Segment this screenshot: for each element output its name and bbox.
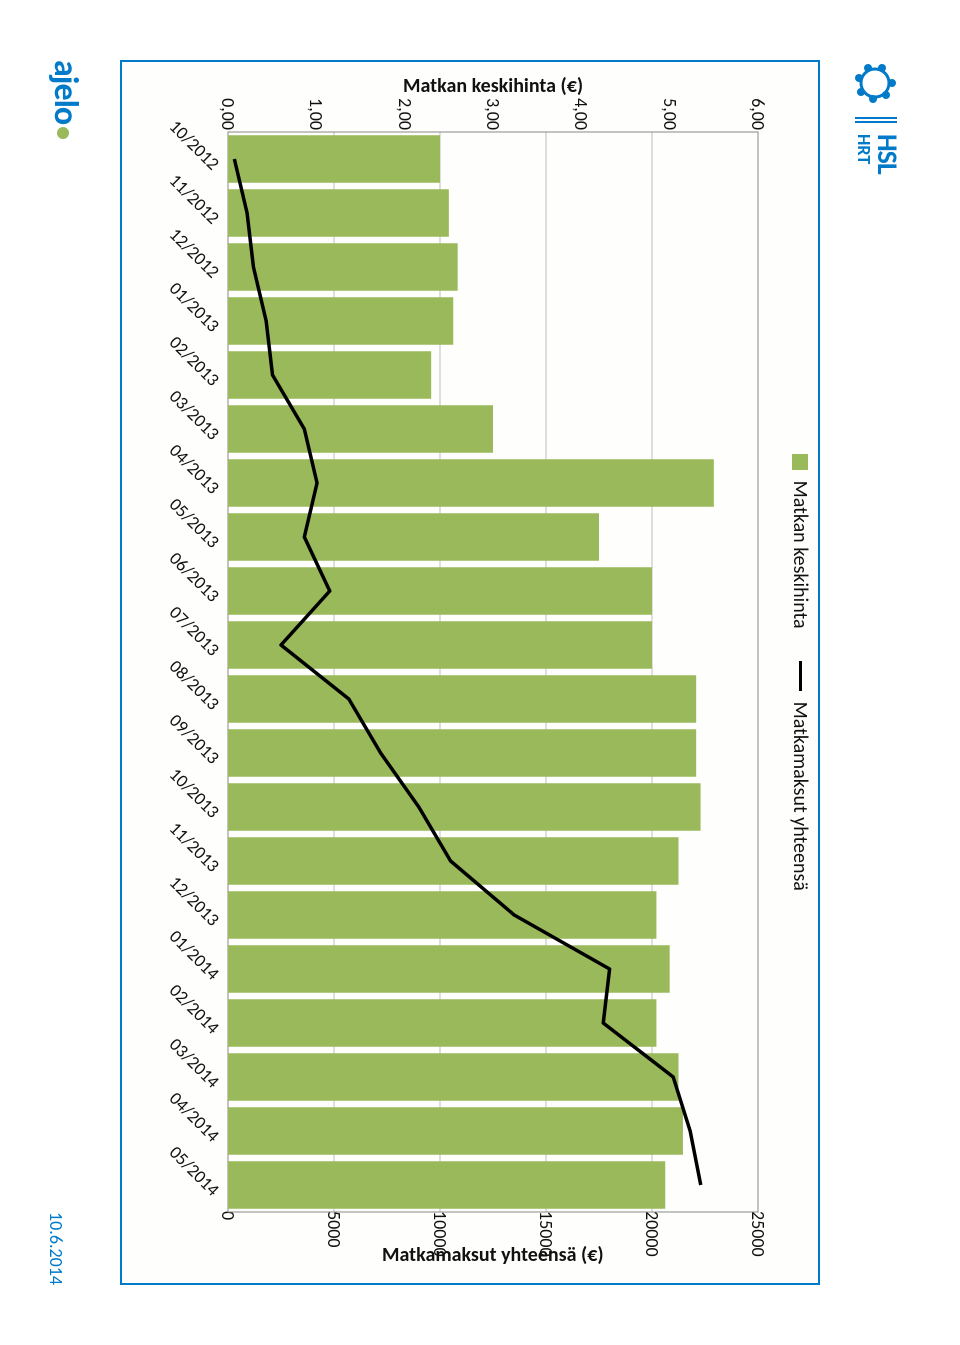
y1-tick-label: 3,00 [482, 98, 504, 130]
legend-line-label: Matkamaksut yhteensä [788, 702, 812, 891]
chart-svg [228, 132, 758, 1212]
ajelo-logo: ajelo [45, 60, 86, 139]
x-tick-label: 10/2013 [165, 763, 224, 822]
chart-bar [228, 459, 714, 507]
chart-bar [228, 891, 656, 939]
chart-bar [228, 783, 701, 831]
x-tick-label: 11/2013 [165, 817, 224, 876]
chart-bar [228, 513, 599, 561]
ajelo-text: ajelo [45, 60, 86, 124]
x-tick-label: 11/2012 [165, 169, 224, 228]
legend-bar-label: Matkan keskihinta [788, 481, 812, 629]
y2-tick-label: 25000 [747, 1211, 769, 1257]
chart-bar [228, 1161, 665, 1209]
x-tick-label: 09/2013 [165, 709, 224, 768]
y1-tick-label: 0,00 [217, 98, 239, 130]
y1-tick-label: 4,00 [570, 98, 592, 130]
chart-bar [228, 243, 458, 291]
chart-bar [228, 945, 670, 993]
y1-tick-label: 6,00 [747, 98, 769, 130]
y1-tick-label: 1,00 [305, 98, 327, 130]
x-tick-label: 08/2013 [165, 655, 224, 714]
hsl-logo: HSL HRT [853, 60, 900, 174]
chart-bar [228, 405, 493, 453]
y1-tick-label: 2,00 [394, 98, 416, 130]
x-tick-label: 10/2012 [165, 115, 224, 174]
x-tick-label: 05/2014 [165, 1141, 224, 1200]
legend-line-swatch-icon [799, 661, 802, 691]
y1-ticks: 0,001,002,003,004,005,006,00 [228, 106, 758, 130]
chart-bar [228, 135, 440, 183]
x-tick-label: 12/2012 [165, 223, 224, 282]
y2-tick-label: 15000 [535, 1211, 557, 1257]
x-tick-label: 01/2014 [165, 925, 224, 984]
chart-bar [228, 621, 652, 669]
chart-bar [228, 729, 696, 777]
chart-bar [228, 675, 696, 723]
x-ticks: 10/201211/201212/201201/201302/201303/20… [144, 132, 224, 1212]
chart-plot [228, 132, 758, 1212]
y2-ticks: 0500010000150002000025000 [228, 1211, 758, 1251]
x-tick-label: 04/2013 [165, 439, 224, 498]
x-tick-label: 02/2013 [165, 331, 224, 390]
y2-tick-label: 20000 [641, 1211, 663, 1257]
hsl-divider-icon [853, 116, 899, 124]
hsl-line1: HSL [875, 134, 900, 174]
chart-bar [228, 567, 652, 615]
y2-tick-label: 10000 [429, 1211, 451, 1257]
chart-bar [228, 1053, 679, 1101]
chart-bar [228, 351, 431, 399]
x-tick-label: 06/2013 [165, 547, 224, 606]
chart-frame: Matkan keskihinta Matkamaksut yhteensä M… [120, 60, 820, 1285]
legend-bar-swatch-icon [792, 454, 808, 470]
x-tick-label: 05/2013 [165, 493, 224, 552]
x-tick-label: 02/2014 [165, 979, 224, 1038]
x-tick-label: 03/2014 [165, 1033, 224, 1092]
page-footer: ajelo 10.6.2014 [45, 60, 86, 1285]
x-tick-label: 01/2013 [165, 277, 224, 336]
hsl-ring-icon [853, 60, 899, 106]
hsl-text: HSL HRT [853, 134, 900, 174]
y1-tick-label: 5,00 [659, 98, 681, 130]
x-tick-label: 12/2013 [165, 871, 224, 930]
x-tick-label: 03/2013 [165, 385, 224, 444]
ajelo-dot-icon [57, 127, 69, 139]
chart-bar [228, 189, 449, 237]
chart-bar [228, 1107, 683, 1155]
x-tick-label: 07/2013 [165, 601, 224, 660]
footer-date: 10.6.2014 [45, 1212, 67, 1285]
y2-tick-label: 5000 [323, 1211, 345, 1248]
chart-bar [228, 999, 656, 1047]
x-tick-label: 04/2014 [165, 1087, 224, 1146]
chart-legend: Matkan keskihinta Matkamaksut yhteensä [788, 62, 812, 1283]
